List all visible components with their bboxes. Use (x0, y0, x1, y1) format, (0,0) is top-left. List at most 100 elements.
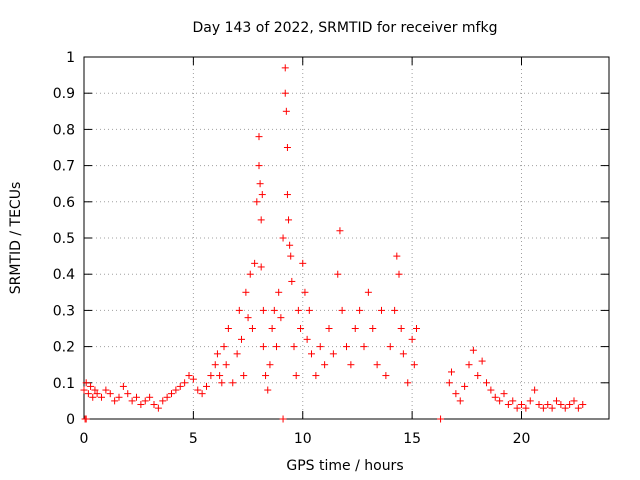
data-point (561, 404, 569, 412)
y-tick-label: 0.6 (53, 195, 75, 211)
data-point (159, 397, 167, 405)
data-point (256, 180, 264, 188)
data-point (91, 386, 99, 394)
data-point (224, 325, 232, 332)
data-point (283, 191, 291, 199)
data-point (240, 372, 248, 380)
data-point (360, 343, 368, 351)
data-point (163, 393, 171, 401)
data-point (478, 357, 486, 365)
data-point (84, 390, 92, 398)
grid (84, 57, 609, 419)
data-point (255, 133, 263, 141)
data-point (535, 401, 543, 409)
data-point (378, 306, 385, 314)
data-point (539, 404, 547, 412)
data-point (491, 393, 499, 401)
data-point (220, 343, 228, 351)
y-tick-label: 0.9 (53, 86, 75, 102)
data-point (268, 325, 276, 332)
data-point (222, 361, 230, 369)
data-point (518, 401, 525, 409)
data-point (185, 372, 193, 380)
data-point (203, 382, 210, 390)
data-point (329, 350, 337, 358)
data-point (181, 379, 189, 387)
data-point (504, 401, 512, 409)
data-point (299, 259, 307, 267)
data-point (286, 241, 294, 249)
data-point (194, 386, 202, 394)
x-axis-label: GPS time / hours (286, 458, 403, 474)
data-point (448, 368, 455, 376)
data-point (111, 397, 119, 405)
data-point (579, 401, 587, 409)
data-point (257, 216, 265, 224)
y-tick-label: 0.8 (53, 122, 75, 138)
data-point (391, 306, 399, 314)
data-point (347, 361, 355, 369)
chart-title: Day 143 of 2022, SRMTID for receiver mfk… (193, 20, 498, 36)
data-point (321, 361, 329, 369)
data-point (292, 372, 300, 380)
data-point (259, 343, 267, 351)
x-tick-label: 15 (403, 431, 421, 447)
data-point (338, 306, 346, 314)
data-point (305, 306, 313, 314)
data-point (410, 361, 418, 369)
data-point (93, 390, 101, 398)
data-point (285, 216, 293, 224)
y-tick-label: 1 (66, 50, 75, 66)
data-point (373, 361, 381, 369)
data-point (566, 401, 574, 409)
data-point (189, 375, 197, 383)
data-point (213, 350, 221, 358)
data-point (275, 288, 283, 296)
data-point (474, 372, 482, 380)
data-point (290, 343, 298, 351)
data-point (297, 325, 305, 332)
data-point (294, 306, 302, 314)
data-point (544, 401, 552, 409)
data-point (277, 314, 285, 322)
data-point (218, 379, 226, 387)
data-point (557, 401, 565, 409)
data-point (461, 382, 469, 390)
data-point (356, 306, 364, 314)
data-point (308, 350, 315, 358)
data-point (408, 335, 416, 343)
data-point (176, 382, 184, 390)
data-point (483, 379, 490, 387)
data-point (399, 350, 407, 358)
data-point (106, 390, 114, 398)
data-point (343, 343, 350, 351)
data-point (102, 386, 110, 394)
data-point (235, 306, 243, 314)
data-point (282, 107, 290, 115)
data-point (287, 252, 295, 260)
data-point (146, 393, 154, 401)
data-point (266, 361, 274, 369)
data-point (283, 144, 291, 151)
y-tick-label: 0.2 (53, 340, 75, 356)
data-point (393, 252, 401, 260)
data-point (334, 270, 342, 278)
data-point (242, 288, 250, 296)
data-point (262, 372, 270, 380)
data-point (465, 361, 473, 369)
y-axis-label: SRMTID / TECUs (8, 182, 24, 295)
x-tick-label: 20 (513, 431, 531, 447)
data-point (351, 325, 359, 332)
data-point (244, 314, 252, 322)
data-point (154, 404, 162, 412)
data-point (216, 372, 224, 380)
data-point (452, 390, 460, 398)
data-point (270, 306, 278, 314)
data-point (487, 386, 495, 394)
x-tick-label: 10 (294, 431, 312, 447)
data-point (279, 234, 287, 242)
data-point (456, 397, 464, 405)
data-point (251, 259, 259, 267)
data-point (82, 415, 90, 423)
data-point (98, 393, 105, 401)
